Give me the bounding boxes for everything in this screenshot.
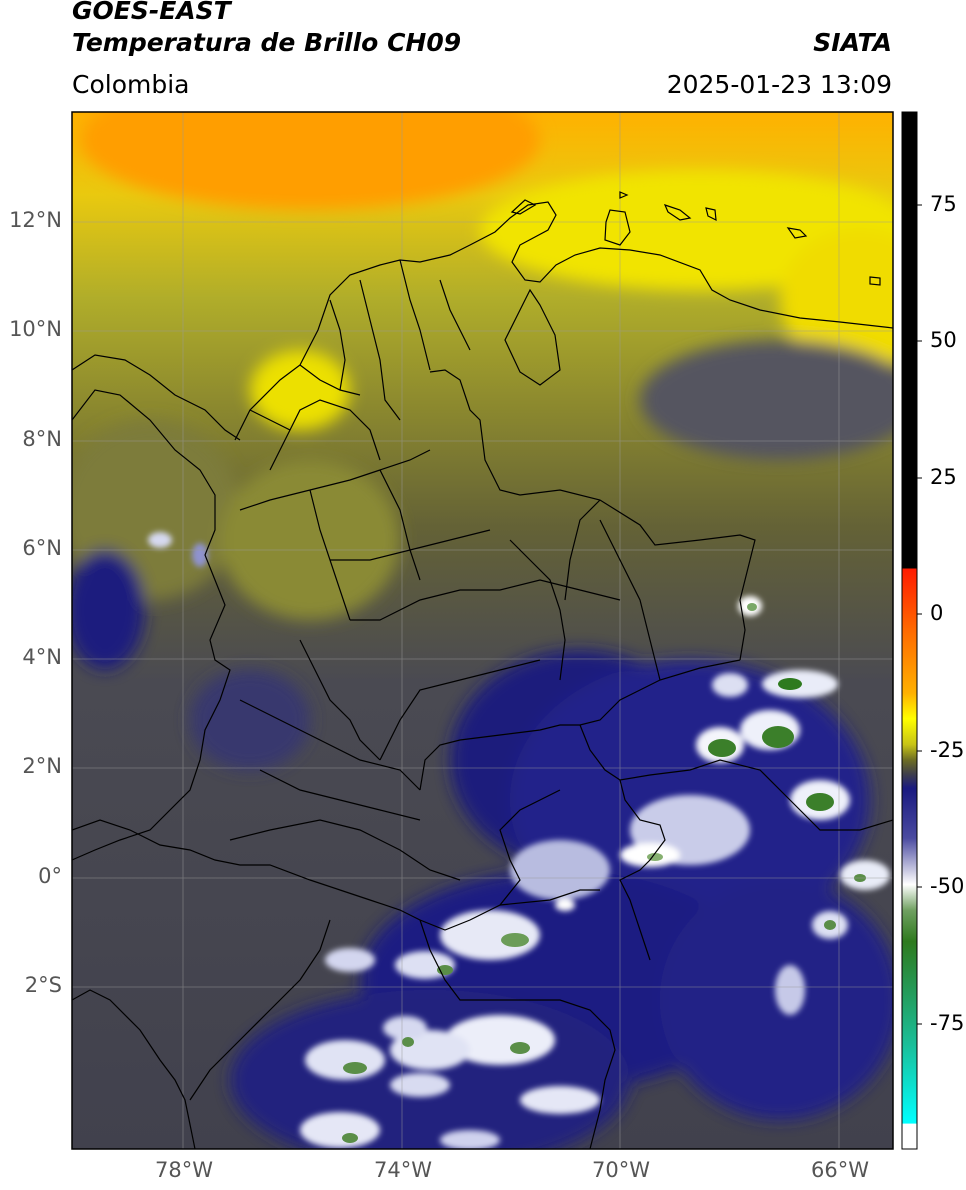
colorbar-tick-25: 25 xyxy=(930,465,957,489)
lon-label-66w: 66°W xyxy=(811,1158,869,1182)
colorbar-tick-0: 0 xyxy=(930,601,944,625)
lon-label-78w: 78°W xyxy=(155,1158,213,1182)
lat-label-2s: 2°S xyxy=(24,973,62,997)
graticule xyxy=(72,112,893,1149)
lat-label-12n: 12°N xyxy=(9,208,62,232)
colorbar-tick-neg50: -50 xyxy=(930,874,965,898)
lon-label-74w: 74°W xyxy=(374,1158,432,1182)
colorbar xyxy=(901,111,922,1150)
colorbar-tick-neg25: -25 xyxy=(930,738,965,762)
lat-label-2n: 2°N xyxy=(22,754,62,778)
colorbar-tick-75: 75 xyxy=(930,192,957,216)
agency-label: SIATA xyxy=(813,28,892,57)
colorbar-tick-neg75: -75 xyxy=(930,1011,965,1035)
region-label: Colombia xyxy=(72,70,190,99)
lat-label-0: 0° xyxy=(38,864,62,888)
lat-label-4n: 4°N xyxy=(22,645,62,669)
plot-frame xyxy=(71,111,894,1150)
lat-label-10n: 10°N xyxy=(9,317,62,341)
satellite-title: GOES-EAST xyxy=(72,0,231,25)
lat-label-8n: 8°N xyxy=(22,427,62,451)
datetime-label: 2025-01-23 13:09 xyxy=(666,70,892,99)
lon-label-70w: 70°W xyxy=(592,1158,650,1182)
lat-label-6n: 6°N xyxy=(22,536,62,560)
boundaries xyxy=(72,191,893,1149)
colorbar-tick-50: 50 xyxy=(930,328,957,352)
product-title: Temperatura de Brillo CH09 xyxy=(72,28,462,57)
brightness-temperature-field xyxy=(72,112,893,1149)
